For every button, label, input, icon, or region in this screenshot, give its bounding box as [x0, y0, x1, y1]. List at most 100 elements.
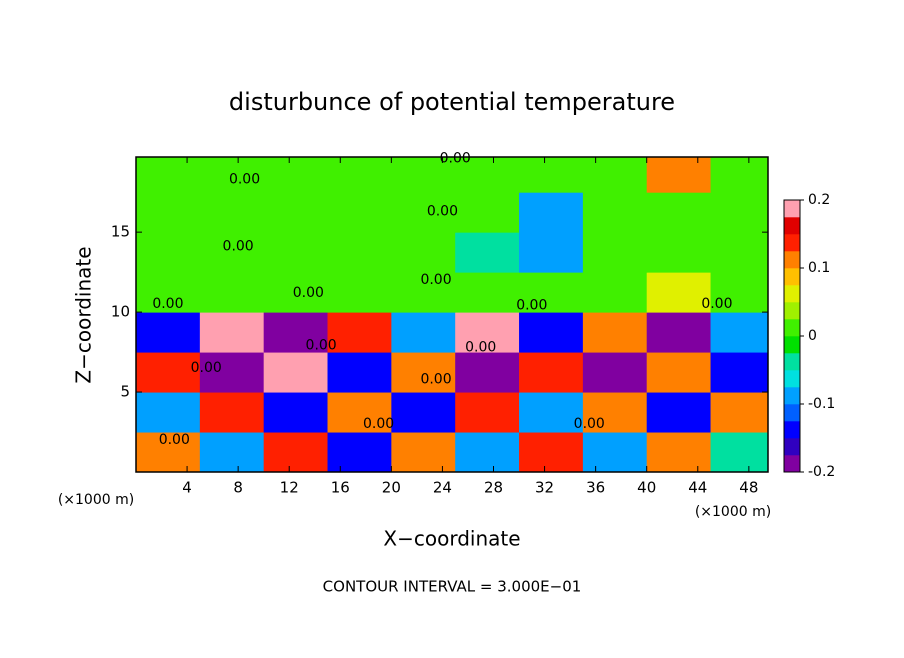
- x-tick-label: 8: [233, 479, 243, 497]
- colorbar-swatch: [784, 404, 800, 422]
- heat-cell: [646, 432, 712, 473]
- heat-cell: [136, 272, 201, 313]
- heat-cell: [519, 192, 584, 233]
- heat-cell: [136, 192, 201, 233]
- heat-cell: [646, 232, 712, 273]
- x-tick-label: 32: [535, 479, 554, 497]
- heat-cell: [710, 352, 769, 393]
- heat-cell: [582, 232, 648, 273]
- y-axis-label: Z−coordinate: [72, 246, 96, 383]
- colorbar-swatch: [784, 234, 800, 252]
- heat-cell: [519, 312, 584, 353]
- colorbar-swatch: [784, 353, 800, 371]
- contour-label: 0.00: [420, 371, 451, 387]
- heat-cell: [136, 352, 201, 393]
- y-tick-label: 10: [111, 303, 130, 321]
- heat-cell: [455, 392, 520, 433]
- heat-cell: [519, 272, 584, 313]
- heat-cell: [327, 192, 392, 233]
- heat-cell: [710, 192, 769, 233]
- x-tick-label: 20: [382, 479, 401, 497]
- colorbar-swatch: [784, 285, 800, 303]
- heat-cell: [199, 157, 265, 193]
- heat-cell: [263, 232, 329, 273]
- x-tick-label: 4: [182, 479, 192, 497]
- heat-cell: [263, 312, 329, 353]
- footer: CONTOUR INTERVAL = 3.000E−01: [323, 578, 582, 596]
- heat-cell: [327, 352, 392, 393]
- heat-cell: [646, 192, 712, 233]
- x-axis-label: X−coordinate: [383, 527, 520, 551]
- colorbar-tick-label: -0.2: [808, 464, 835, 480]
- x-tick-label: 12: [280, 479, 299, 497]
- heat-cell: [136, 432, 201, 473]
- heat-cell: [710, 392, 769, 433]
- heat-cell: [136, 312, 201, 353]
- colorbar-tick-label: 0.2: [808, 192, 830, 208]
- heat-cell: [263, 352, 329, 393]
- contour-label: 0.00: [159, 432, 190, 448]
- heat-cell: [582, 432, 648, 473]
- heat-cell: [136, 232, 201, 273]
- colorbar-swatch: [784, 251, 800, 269]
- x-tick-label: 36: [586, 479, 605, 497]
- heat-cell: [327, 392, 392, 433]
- heat-cell: [263, 272, 329, 313]
- heat-cell: [199, 392, 265, 433]
- contour-label: 0.00: [701, 296, 732, 312]
- heat-cell: [199, 232, 265, 273]
- heat-cell: [710, 157, 769, 193]
- colorbar-swatch: [784, 438, 800, 456]
- heat-cell: [263, 432, 329, 473]
- colorbar-tick-label: 0: [808, 328, 817, 344]
- heat-cell: [391, 157, 456, 193]
- heat-cell: [646, 272, 712, 313]
- heat-cell: [519, 392, 584, 433]
- heat-cell: [391, 352, 456, 393]
- colorbar-tick-label: -0.1: [808, 396, 835, 412]
- heat-cell: [710, 272, 769, 313]
- heat-cell: [582, 352, 648, 393]
- heat-cell: [391, 312, 456, 353]
- contour-label: 0.00: [516, 298, 547, 314]
- heat-cell: [455, 192, 520, 233]
- heat-cell: [327, 312, 392, 353]
- heat-cell: [391, 432, 456, 473]
- heat-cell: [519, 232, 584, 273]
- colorbar-swatch: [784, 319, 800, 337]
- x-tick-label: 28: [484, 479, 503, 497]
- colorbar-swatch: [784, 421, 800, 439]
- heat-cell: [519, 157, 584, 193]
- colorbar-swatch: [784, 200, 800, 218]
- heat-cell: [199, 312, 265, 353]
- colorbar-swatch: [784, 387, 800, 405]
- contour-label: 0.00: [363, 416, 394, 432]
- colorbar-swatch: [784, 268, 800, 286]
- heat-cell: [710, 232, 769, 273]
- heat-cell: [263, 392, 329, 433]
- heat-cell: [455, 352, 520, 393]
- x-tick-label: 44: [688, 479, 707, 497]
- heat-cell: [263, 157, 329, 193]
- heat-cell: [455, 432, 520, 473]
- heat-cell: [455, 312, 520, 353]
- heat-cell: [519, 432, 584, 473]
- contour-label: 0.00: [191, 360, 222, 376]
- heat-cell: [263, 192, 329, 233]
- colorbar-swatch: [784, 336, 800, 354]
- heat-cell: [391, 192, 456, 233]
- colorbar-tick-label: 0.1: [808, 260, 830, 276]
- heat-cell: [582, 312, 648, 353]
- colorbar-swatch: [784, 370, 800, 388]
- heat-cell: [391, 392, 456, 433]
- heat-cell: [199, 272, 265, 313]
- x-tick-label: 16: [331, 479, 350, 497]
- heat-cell: [582, 392, 648, 433]
- heat-cell: [710, 312, 769, 353]
- chart-title: disturbunce of potential temperature: [229, 88, 675, 116]
- x-tick-label: 40: [637, 479, 656, 497]
- x-unit: (×1000 m): [695, 504, 771, 520]
- colorbar-swatch: [784, 302, 800, 320]
- heat-cell: [199, 192, 265, 233]
- contour-label: 0.00: [229, 171, 260, 187]
